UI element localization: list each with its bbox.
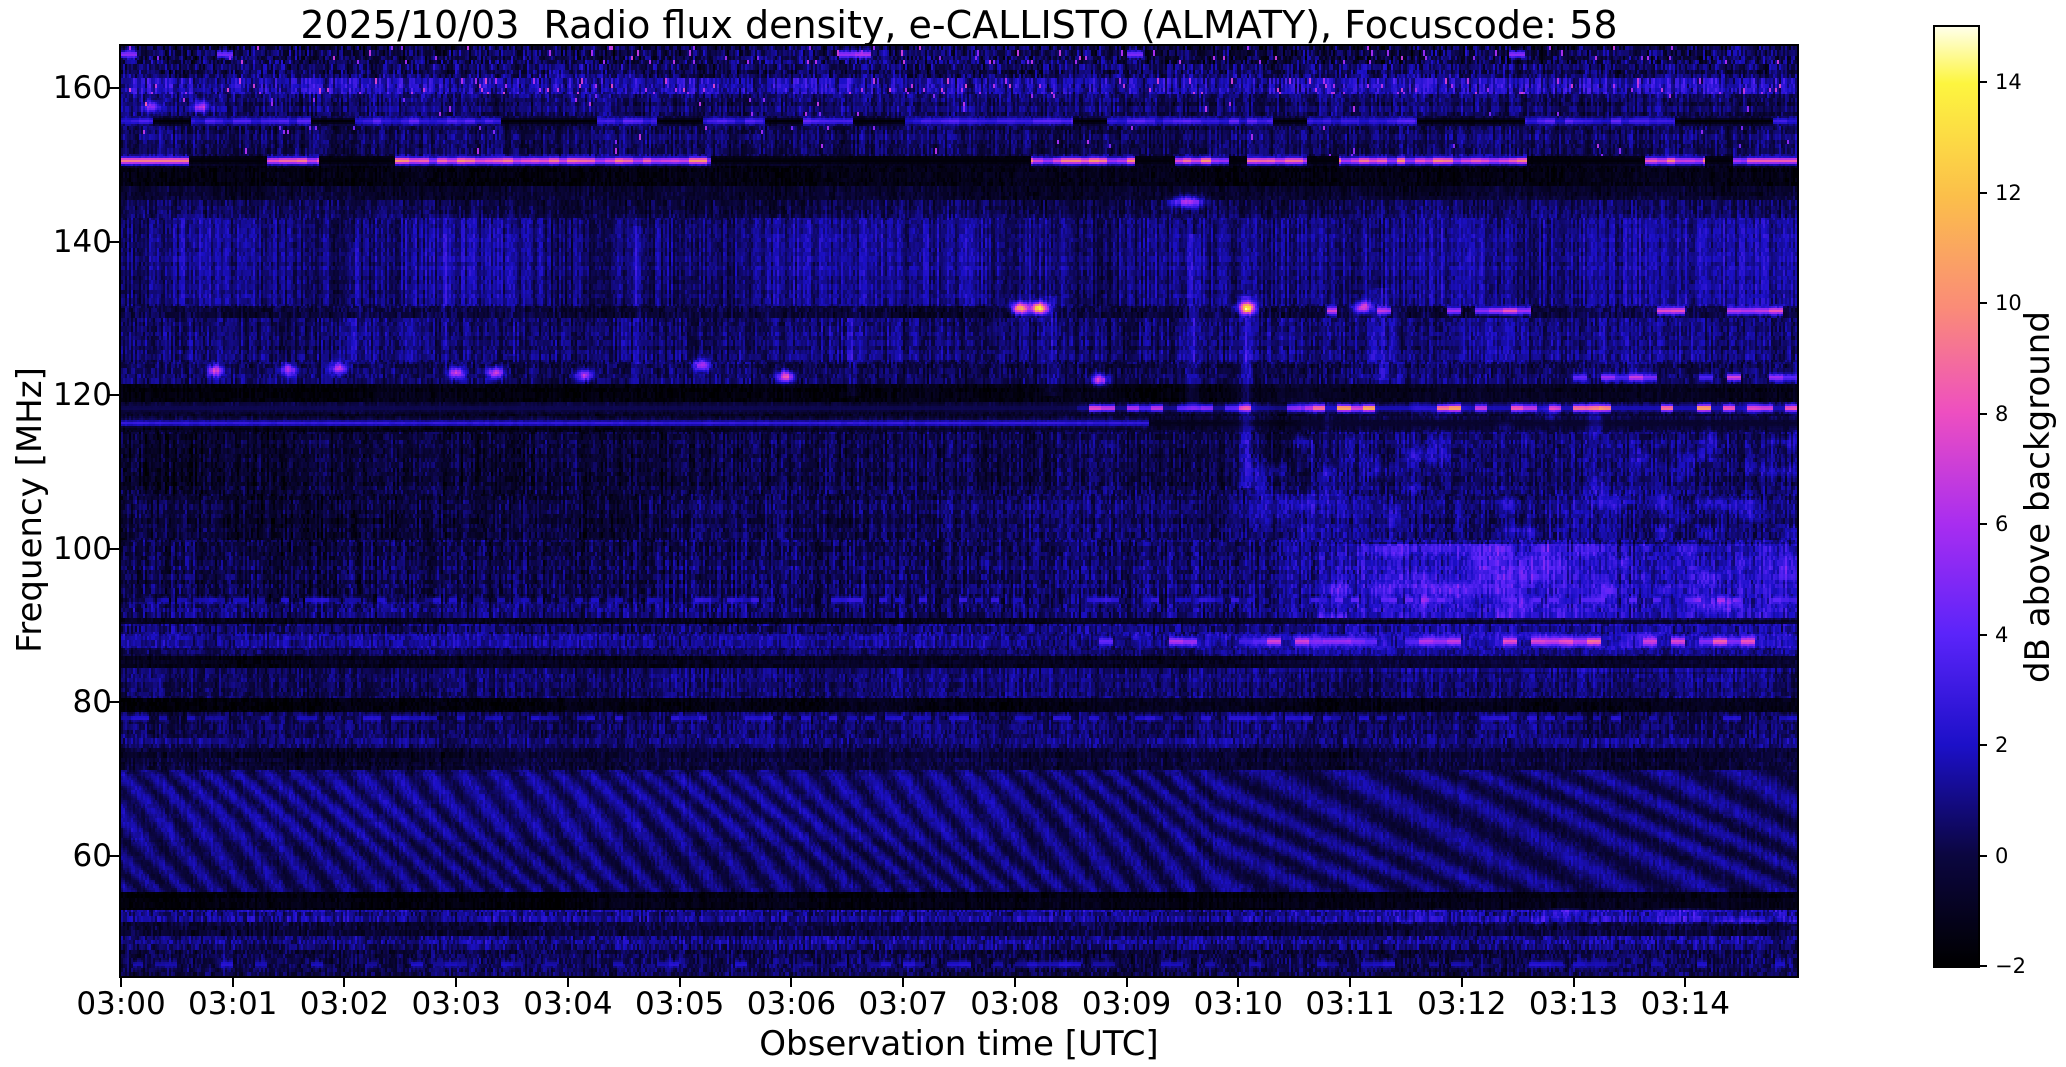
- plot-area: [119, 44, 1799, 978]
- spectrogram-heatmap: [121, 46, 1797, 976]
- x-tick-label: 03:02: [299, 986, 390, 1022]
- x-tick-label: 03:06: [746, 986, 837, 1022]
- x-tick-label: 03:04: [523, 986, 613, 1022]
- colorbar-tick-label: −2: [1995, 954, 2026, 978]
- x-tick-label: 03:03: [411, 986, 501, 1022]
- colorbar-tick-mark: [1978, 302, 1987, 305]
- colorbar-tick-mark: [1978, 965, 1987, 967]
- y-tick-mark: [109, 87, 119, 90]
- y-tick-label: 80: [72, 684, 112, 721]
- colorbar-tick-label: 8: [1995, 401, 2009, 426]
- x-tick-mark: [1125, 976, 1128, 987]
- colorbar-tick-mark: [1978, 412, 1987, 415]
- x-tick-mark: [1684, 976, 1687, 987]
- x-tick-mark: [455, 976, 458, 987]
- y-tick-label: 140: [52, 223, 112, 260]
- colorbar-tick-mark: [1978, 854, 1987, 857]
- y-tick-mark: [109, 854, 119, 857]
- y-tick-mark: [109, 394, 119, 397]
- y-tick-label: 100: [52, 530, 112, 567]
- y-tick-mark: [109, 547, 119, 550]
- y-axis-label: Frequency [MHz]: [10, 367, 50, 653]
- colorbar-tick-mark: [1978, 81, 1987, 84]
- colorbar-tick-label: 0: [1995, 843, 2009, 868]
- colorbar-tick-label: 4: [1995, 622, 2009, 647]
- x-tick-mark: [1349, 976, 1352, 987]
- x-tick-label: 03:09: [1081, 986, 1172, 1022]
- x-tick-mark: [343, 976, 346, 987]
- x-tick-label: 03:10: [1193, 986, 1283, 1022]
- x-tick-label: 03:08: [970, 986, 1060, 1022]
- colorbar: [1933, 25, 1980, 968]
- colorbar-tick-label: 2: [1995, 733, 2009, 758]
- colorbar-tick-mark: [1978, 191, 1987, 194]
- colorbar-tick-label: 10: [1995, 291, 2022, 316]
- x-tick-mark: [790, 976, 793, 987]
- x-tick-mark: [902, 976, 905, 987]
- x-tick-label: 03:01: [188, 986, 278, 1022]
- x-tick-label: 03:07: [858, 986, 948, 1022]
- colorbar-tick-mark: [1978, 523, 1987, 526]
- x-tick-mark: [120, 976, 122, 987]
- y-tick-label: 120: [52, 377, 112, 414]
- x-tick-mark: [678, 976, 681, 987]
- x-tick-label: 03:05: [634, 986, 725, 1022]
- colorbar-gradient: [1935, 27, 1978, 966]
- y-tick-label: 160: [52, 70, 112, 107]
- y-tick-mark: [109, 240, 119, 243]
- colorbar-label: dB above background: [2018, 311, 2058, 683]
- x-tick-mark: [231, 976, 234, 987]
- plot-title: 2025/10/03 Radio flux density, e-CALLIST…: [300, 3, 1618, 47]
- colorbar-tick-mark: [1978, 633, 1987, 636]
- x-tick-label: 03:11: [1305, 986, 1395, 1022]
- colorbar-tick-label: 12: [1995, 180, 2022, 205]
- y-tick-label: 60: [72, 837, 112, 874]
- colorbar-tick-mark: [1978, 744, 1987, 747]
- colorbar-tick-label: 14: [1995, 70, 2022, 95]
- x-tick-label: 03:00: [76, 986, 166, 1022]
- x-tick-mark: [1237, 976, 1240, 987]
- colorbar-tick-label: 6: [1995, 512, 2009, 537]
- x-tick-mark: [1460, 976, 1463, 987]
- x-tick-mark: [566, 976, 569, 987]
- x-axis-label: Observation time [UTC]: [759, 1024, 1159, 1064]
- x-tick-label: 03:13: [1528, 986, 1619, 1022]
- x-tick-label: 03:14: [1640, 986, 1730, 1022]
- y-tick-mark: [109, 701, 119, 704]
- x-tick-mark: [1013, 976, 1016, 987]
- x-tick-mark: [1572, 976, 1575, 987]
- x-tick-label: 03:12: [1417, 986, 1507, 1022]
